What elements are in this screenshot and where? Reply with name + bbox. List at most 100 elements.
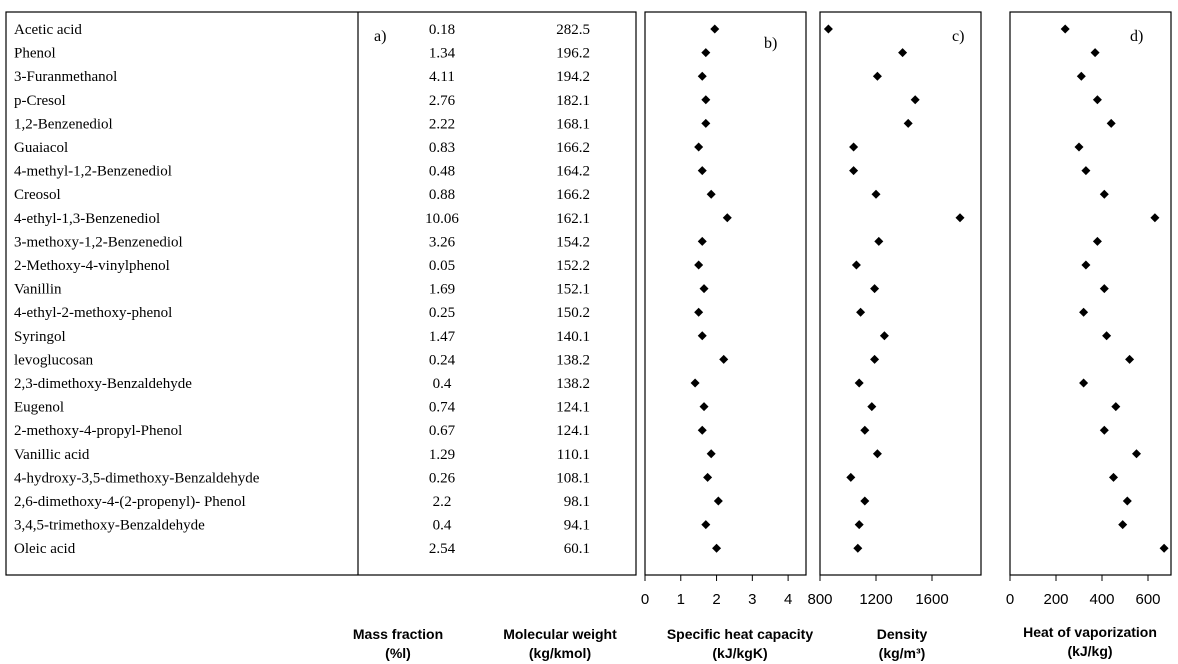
compound-name: 4-ethyl-2-methoxy-phenol bbox=[14, 305, 172, 321]
table-label: a) bbox=[374, 28, 386, 45]
density-point bbox=[860, 496, 870, 506]
cp-point bbox=[697, 166, 707, 176]
molecular-weight-value: 150.2 bbox=[556, 305, 590, 321]
density-point bbox=[903, 118, 913, 128]
density-point bbox=[856, 307, 866, 317]
density-point bbox=[860, 425, 870, 435]
panel-c-label: c) bbox=[952, 28, 964, 45]
cp-point bbox=[701, 520, 711, 530]
mass-fraction-value: 1.29 bbox=[429, 447, 455, 463]
hov-point bbox=[1099, 425, 1109, 435]
compound-name: Oleic acid bbox=[14, 541, 76, 557]
compound-name: Vanillic acid bbox=[14, 447, 90, 463]
hov-point bbox=[1132, 449, 1141, 459]
cp-point bbox=[690, 378, 700, 388]
mass-fraction-value: 2.54 bbox=[429, 541, 456, 557]
mass-fraction-value: 10.06 bbox=[425, 211, 459, 227]
hov-point bbox=[1060, 24, 1070, 34]
molecular-weight-value: 138.2 bbox=[556, 352, 590, 368]
mass-fraction-value: 0.24 bbox=[429, 352, 456, 368]
hov-tick-label: 400 bbox=[1089, 591, 1114, 608]
hov-point bbox=[1081, 166, 1091, 176]
density-point bbox=[853, 543, 863, 553]
mass-fraction-value: 1.47 bbox=[429, 329, 456, 345]
hov-point bbox=[1159, 543, 1169, 553]
mass-fraction-value: 2.22 bbox=[429, 116, 455, 132]
hov-point bbox=[1079, 378, 1089, 388]
molecular-weight-value: 182.1 bbox=[556, 93, 590, 109]
mass-fraction-value: 0.4 bbox=[433, 518, 452, 534]
panel-b-label: b) bbox=[764, 35, 777, 52]
cp-tick-label: 0 bbox=[641, 591, 649, 608]
cp-point bbox=[701, 48, 711, 58]
molecular-weight-value: 164.2 bbox=[556, 164, 590, 180]
density-point bbox=[870, 354, 880, 364]
molecular-weight-value: 124.1 bbox=[556, 400, 590, 416]
density-tick-label: 1600 bbox=[915, 591, 948, 608]
compound-name: Syringol bbox=[14, 329, 66, 345]
mass-fraction-value: 0.4 bbox=[433, 376, 452, 392]
compound-name: 2-methoxy-4-propyl-Phenol bbox=[14, 423, 182, 439]
molecular-weight-label-1: Molecular weight bbox=[503, 626, 617, 642]
compound-name: 2-Methoxy-4-vinylphenol bbox=[14, 258, 170, 274]
mass-fraction-value: 0.25 bbox=[429, 305, 455, 321]
mass-fraction-value: 1.69 bbox=[429, 282, 455, 298]
molecular-weight-value: 166.2 bbox=[556, 140, 590, 156]
panel-d-label: d) bbox=[1130, 28, 1143, 45]
mass-fraction-value: 0.18 bbox=[429, 22, 455, 38]
density-label-1: Density bbox=[877, 626, 928, 642]
compound-name: 3,4,5-trimethoxy-Benzaldehyde bbox=[14, 518, 205, 534]
mass-fraction-value: 2.2 bbox=[433, 494, 452, 510]
density-point bbox=[823, 24, 833, 34]
compound-name: p-Cresol bbox=[14, 93, 66, 109]
cp-point bbox=[694, 307, 704, 317]
cp-tick-label: 1 bbox=[677, 591, 685, 608]
cp-point bbox=[701, 118, 711, 128]
mass-fraction-label-2: (%l) bbox=[385, 645, 411, 661]
hov-point bbox=[1074, 142, 1084, 152]
mass-fraction-value: 3.26 bbox=[429, 234, 456, 250]
compound-name: 3-Furanmethanol bbox=[14, 69, 117, 85]
density-point bbox=[854, 378, 864, 388]
density-tick-label: 1200 bbox=[859, 591, 892, 608]
mass-fraction-label-1: Mass fraction bbox=[353, 626, 443, 642]
cp-point bbox=[703, 472, 713, 482]
cp-point bbox=[710, 24, 720, 34]
table-frame bbox=[5, 11, 637, 576]
compound-name: levoglucosan bbox=[14, 352, 94, 368]
molecular-weight-value: 152.1 bbox=[556, 282, 590, 298]
molecular-weight-value: 282.5 bbox=[556, 22, 590, 38]
cp-point bbox=[706, 189, 716, 199]
hov-point bbox=[1125, 354, 1135, 364]
cp-label-2: (kJ/kgK) bbox=[712, 645, 767, 661]
hov-point bbox=[1118, 520, 1128, 530]
hov-point bbox=[1099, 284, 1109, 294]
compound-name: Vanillin bbox=[14, 282, 62, 298]
hov-tick-label: 200 bbox=[1043, 591, 1068, 608]
density-point bbox=[872, 71, 882, 81]
hov-tick-label: 0 bbox=[1006, 591, 1014, 608]
density-point bbox=[874, 236, 884, 246]
cp-point bbox=[694, 142, 704, 152]
molecular-weight-value: 152.2 bbox=[556, 258, 590, 274]
density-point bbox=[851, 260, 861, 270]
cp-point bbox=[697, 236, 707, 246]
mass-fraction-value: 0.88 bbox=[429, 187, 455, 203]
molecular-weight-label-2: (kg/kmol) bbox=[529, 645, 591, 661]
cp-point bbox=[699, 402, 709, 412]
molecular-weight-value: 98.1 bbox=[564, 494, 590, 510]
cp-point bbox=[697, 331, 707, 341]
mass-fraction-value: 1.34 bbox=[429, 46, 456, 62]
mass-fraction-value: 0.74 bbox=[429, 400, 456, 416]
mass-fraction-value: 0.05 bbox=[429, 258, 455, 274]
cp-point bbox=[701, 95, 711, 105]
cp-tick-label: 2 bbox=[712, 591, 720, 608]
compound-name: Acetic acid bbox=[14, 22, 82, 38]
molecular-weight-value: 140.1 bbox=[556, 329, 590, 345]
molecular-weight-value: 166.2 bbox=[556, 187, 590, 203]
hov-point bbox=[1150, 213, 1160, 223]
density-point bbox=[955, 213, 965, 223]
cp-tick-label: 3 bbox=[748, 591, 756, 608]
cp-point bbox=[719, 354, 729, 364]
cp-point bbox=[712, 543, 722, 553]
